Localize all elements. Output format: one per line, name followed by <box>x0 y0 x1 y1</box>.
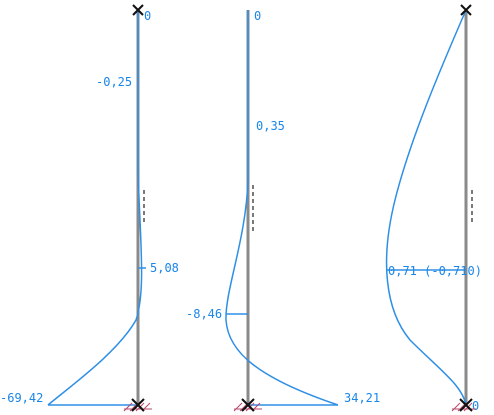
diagram-middle: 0 0,35 -8,46 34,21 <box>186 9 380 412</box>
curve-right <box>385 9 467 406</box>
node-top-left-icon <box>132 4 144 16</box>
label-middle-upper: 0,35 <box>256 119 285 133</box>
label-left-mid: 5,08 <box>150 261 179 275</box>
label-left-upper: -0,25 <box>96 75 132 89</box>
label-middle-bottom: 34,21 <box>344 391 380 405</box>
label-middle-mid: -8,46 <box>186 307 222 321</box>
label-left-bottom: -69,42 <box>0 391 43 405</box>
curve-middle <box>225 10 339 406</box>
diagram-right: 0,71 (-0,710) 0 <box>385 4 482 413</box>
node-top-right-icon <box>460 4 472 16</box>
support-middle-icon <box>233 398 262 412</box>
label-right-mid: 0,71 (-0,710) <box>388 264 482 278</box>
label-right-bottom: 0 <box>472 399 479 413</box>
support-right-icon <box>451 398 476 412</box>
label-left-top: 0 <box>144 9 151 23</box>
label-middle-top: 0 <box>254 9 261 23</box>
curve-left <box>47 10 143 406</box>
diagram-left: 0 -0,25 5,08 -69,42 <box>0 4 179 412</box>
support-left-icon <box>123 398 152 412</box>
